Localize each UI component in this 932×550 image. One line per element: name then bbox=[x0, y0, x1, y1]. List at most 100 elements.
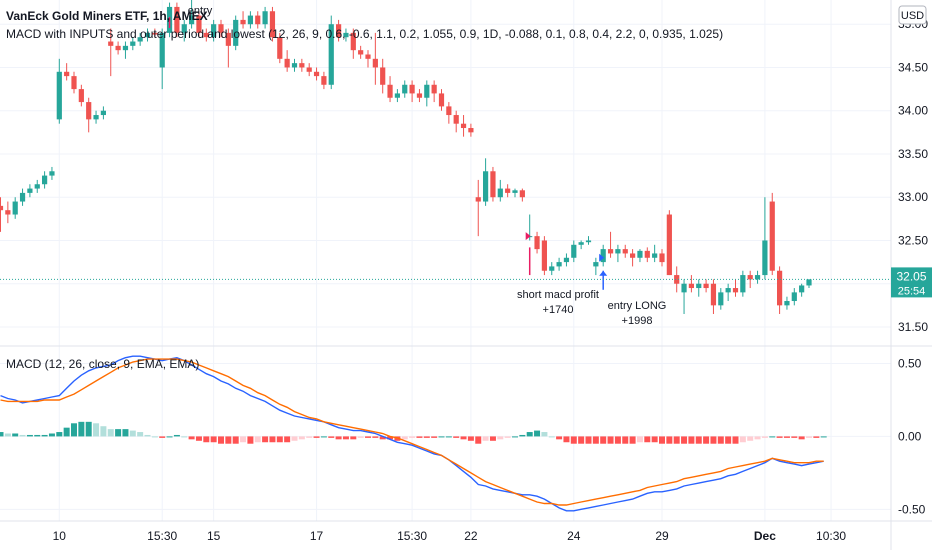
candle bbox=[78, 84, 84, 107]
candle-body bbox=[34, 184, 40, 189]
histogram-bar bbox=[379, 436, 386, 440]
candle bbox=[409, 80, 415, 103]
candle-body bbox=[255, 15, 261, 25]
candle bbox=[137, 32, 143, 46]
histogram-bar bbox=[585, 436, 592, 444]
histogram-bar bbox=[240, 436, 247, 443]
candle-body bbox=[483, 171, 489, 202]
candle-body bbox=[115, 45, 121, 51]
last-price-label[interactable]: 32.05 25:54 bbox=[891, 267, 932, 298]
candle-body bbox=[56, 71, 62, 120]
histogram-bar bbox=[210, 436, 217, 443]
candle-body bbox=[394, 93, 400, 98]
histogram-bar bbox=[372, 436, 379, 438]
candle-body bbox=[512, 190, 518, 193]
candle-body bbox=[181, 24, 187, 33]
candle bbox=[703, 279, 709, 293]
histogram-bar bbox=[63, 427, 70, 437]
candle bbox=[585, 236, 592, 245]
candle bbox=[380, 58, 386, 94]
histogram-bar bbox=[519, 434, 526, 437]
candle-body bbox=[71, 76, 77, 90]
histogram-bar bbox=[600, 436, 607, 444]
entry-annotation: entry bbox=[188, 5, 213, 17]
long-annotation-line1: entry LONG bbox=[608, 300, 667, 312]
candle-body bbox=[615, 249, 621, 254]
candle-body bbox=[233, 19, 239, 46]
candle bbox=[769, 192, 775, 276]
candle bbox=[402, 80, 408, 98]
candle-body bbox=[416, 93, 423, 98]
macd-pane-title[interactable]: MACD (12, 26, close, 9, EMA, EMA) bbox=[6, 357, 199, 371]
histogram-bar bbox=[269, 436, 276, 443]
candle bbox=[269, 6, 276, 42]
candle-body bbox=[644, 250, 650, 258]
histogram-bar bbox=[651, 436, 658, 443]
candle bbox=[5, 201, 11, 224]
short-annotation-line2: +1740 bbox=[543, 304, 574, 316]
candle-body bbox=[534, 236, 540, 250]
currency-badge[interactable]: USD bbox=[898, 5, 927, 25]
histogram-bar bbox=[622, 436, 629, 444]
candle bbox=[328, 15, 334, 90]
candle-body bbox=[196, 15, 202, 33]
histogram-bar bbox=[717, 436, 724, 444]
histogram-bar bbox=[659, 436, 665, 444]
candle-body bbox=[740, 275, 746, 293]
histogram-bar bbox=[254, 436, 261, 443]
histogram-bar bbox=[570, 436, 577, 444]
histogram-bar bbox=[93, 423, 100, 437]
time-tick-label: 10 bbox=[53, 529, 67, 543]
candle bbox=[571, 240, 577, 263]
histogram-bar bbox=[387, 436, 394, 440]
histogram-bar bbox=[107, 429, 114, 437]
histogram-bar bbox=[820, 436, 827, 438]
time-tick-label: 29 bbox=[655, 529, 669, 543]
histogram-bar bbox=[4, 433, 11, 437]
candle bbox=[196, 11, 202, 38]
time-tick-label: 10:30 bbox=[816, 529, 846, 543]
candle bbox=[108, 28, 114, 77]
candle-body bbox=[681, 283, 687, 293]
candle bbox=[607, 231, 614, 258]
histogram-bar bbox=[41, 434, 48, 437]
candle bbox=[122, 41, 129, 59]
histogram-bar bbox=[306, 436, 313, 438]
histogram-bar bbox=[548, 436, 555, 438]
histogram-bar bbox=[262, 436, 269, 443]
price-tick-label: 34.00 bbox=[898, 104, 928, 118]
histogram-bar bbox=[12, 433, 19, 437]
candle-body bbox=[777, 270, 783, 306]
candle bbox=[336, 19, 342, 42]
histogram-bar bbox=[504, 436, 511, 438]
candle bbox=[438, 89, 445, 111]
candle bbox=[710, 279, 717, 314]
candle bbox=[27, 184, 33, 198]
macd-histogram bbox=[0, 421, 827, 444]
histogram-bar bbox=[159, 436, 166, 438]
candle bbox=[19, 188, 26, 206]
candle bbox=[725, 283, 731, 302]
indicator-title[interactable]: MACD with INPUTS and outer period and lo… bbox=[6, 27, 723, 41]
candle-body bbox=[291, 63, 298, 68]
histogram-bar bbox=[592, 436, 599, 444]
histogram-bar bbox=[232, 436, 239, 444]
candle bbox=[152, 28, 158, 38]
candle-body bbox=[12, 201, 18, 215]
candle-body bbox=[541, 240, 547, 271]
candle-body bbox=[269, 11, 276, 38]
price-tick-label: 32.50 bbox=[898, 233, 928, 247]
histogram-bar bbox=[225, 436, 232, 444]
histogram-bar bbox=[342, 436, 349, 440]
candle-body bbox=[240, 19, 246, 25]
candle-body bbox=[49, 171, 55, 176]
candle-body bbox=[806, 279, 812, 286]
symbol-title[interactable]: VanEck Gold Miners ETF, 1h, AMEX bbox=[6, 9, 208, 23]
candle bbox=[203, 28, 209, 42]
candle-body bbox=[358, 50, 364, 55]
signal-line bbox=[0, 358, 824, 506]
histogram-bar bbox=[475, 436, 482, 444]
histogram-bar bbox=[681, 436, 688, 444]
candle-body bbox=[490, 171, 496, 198]
